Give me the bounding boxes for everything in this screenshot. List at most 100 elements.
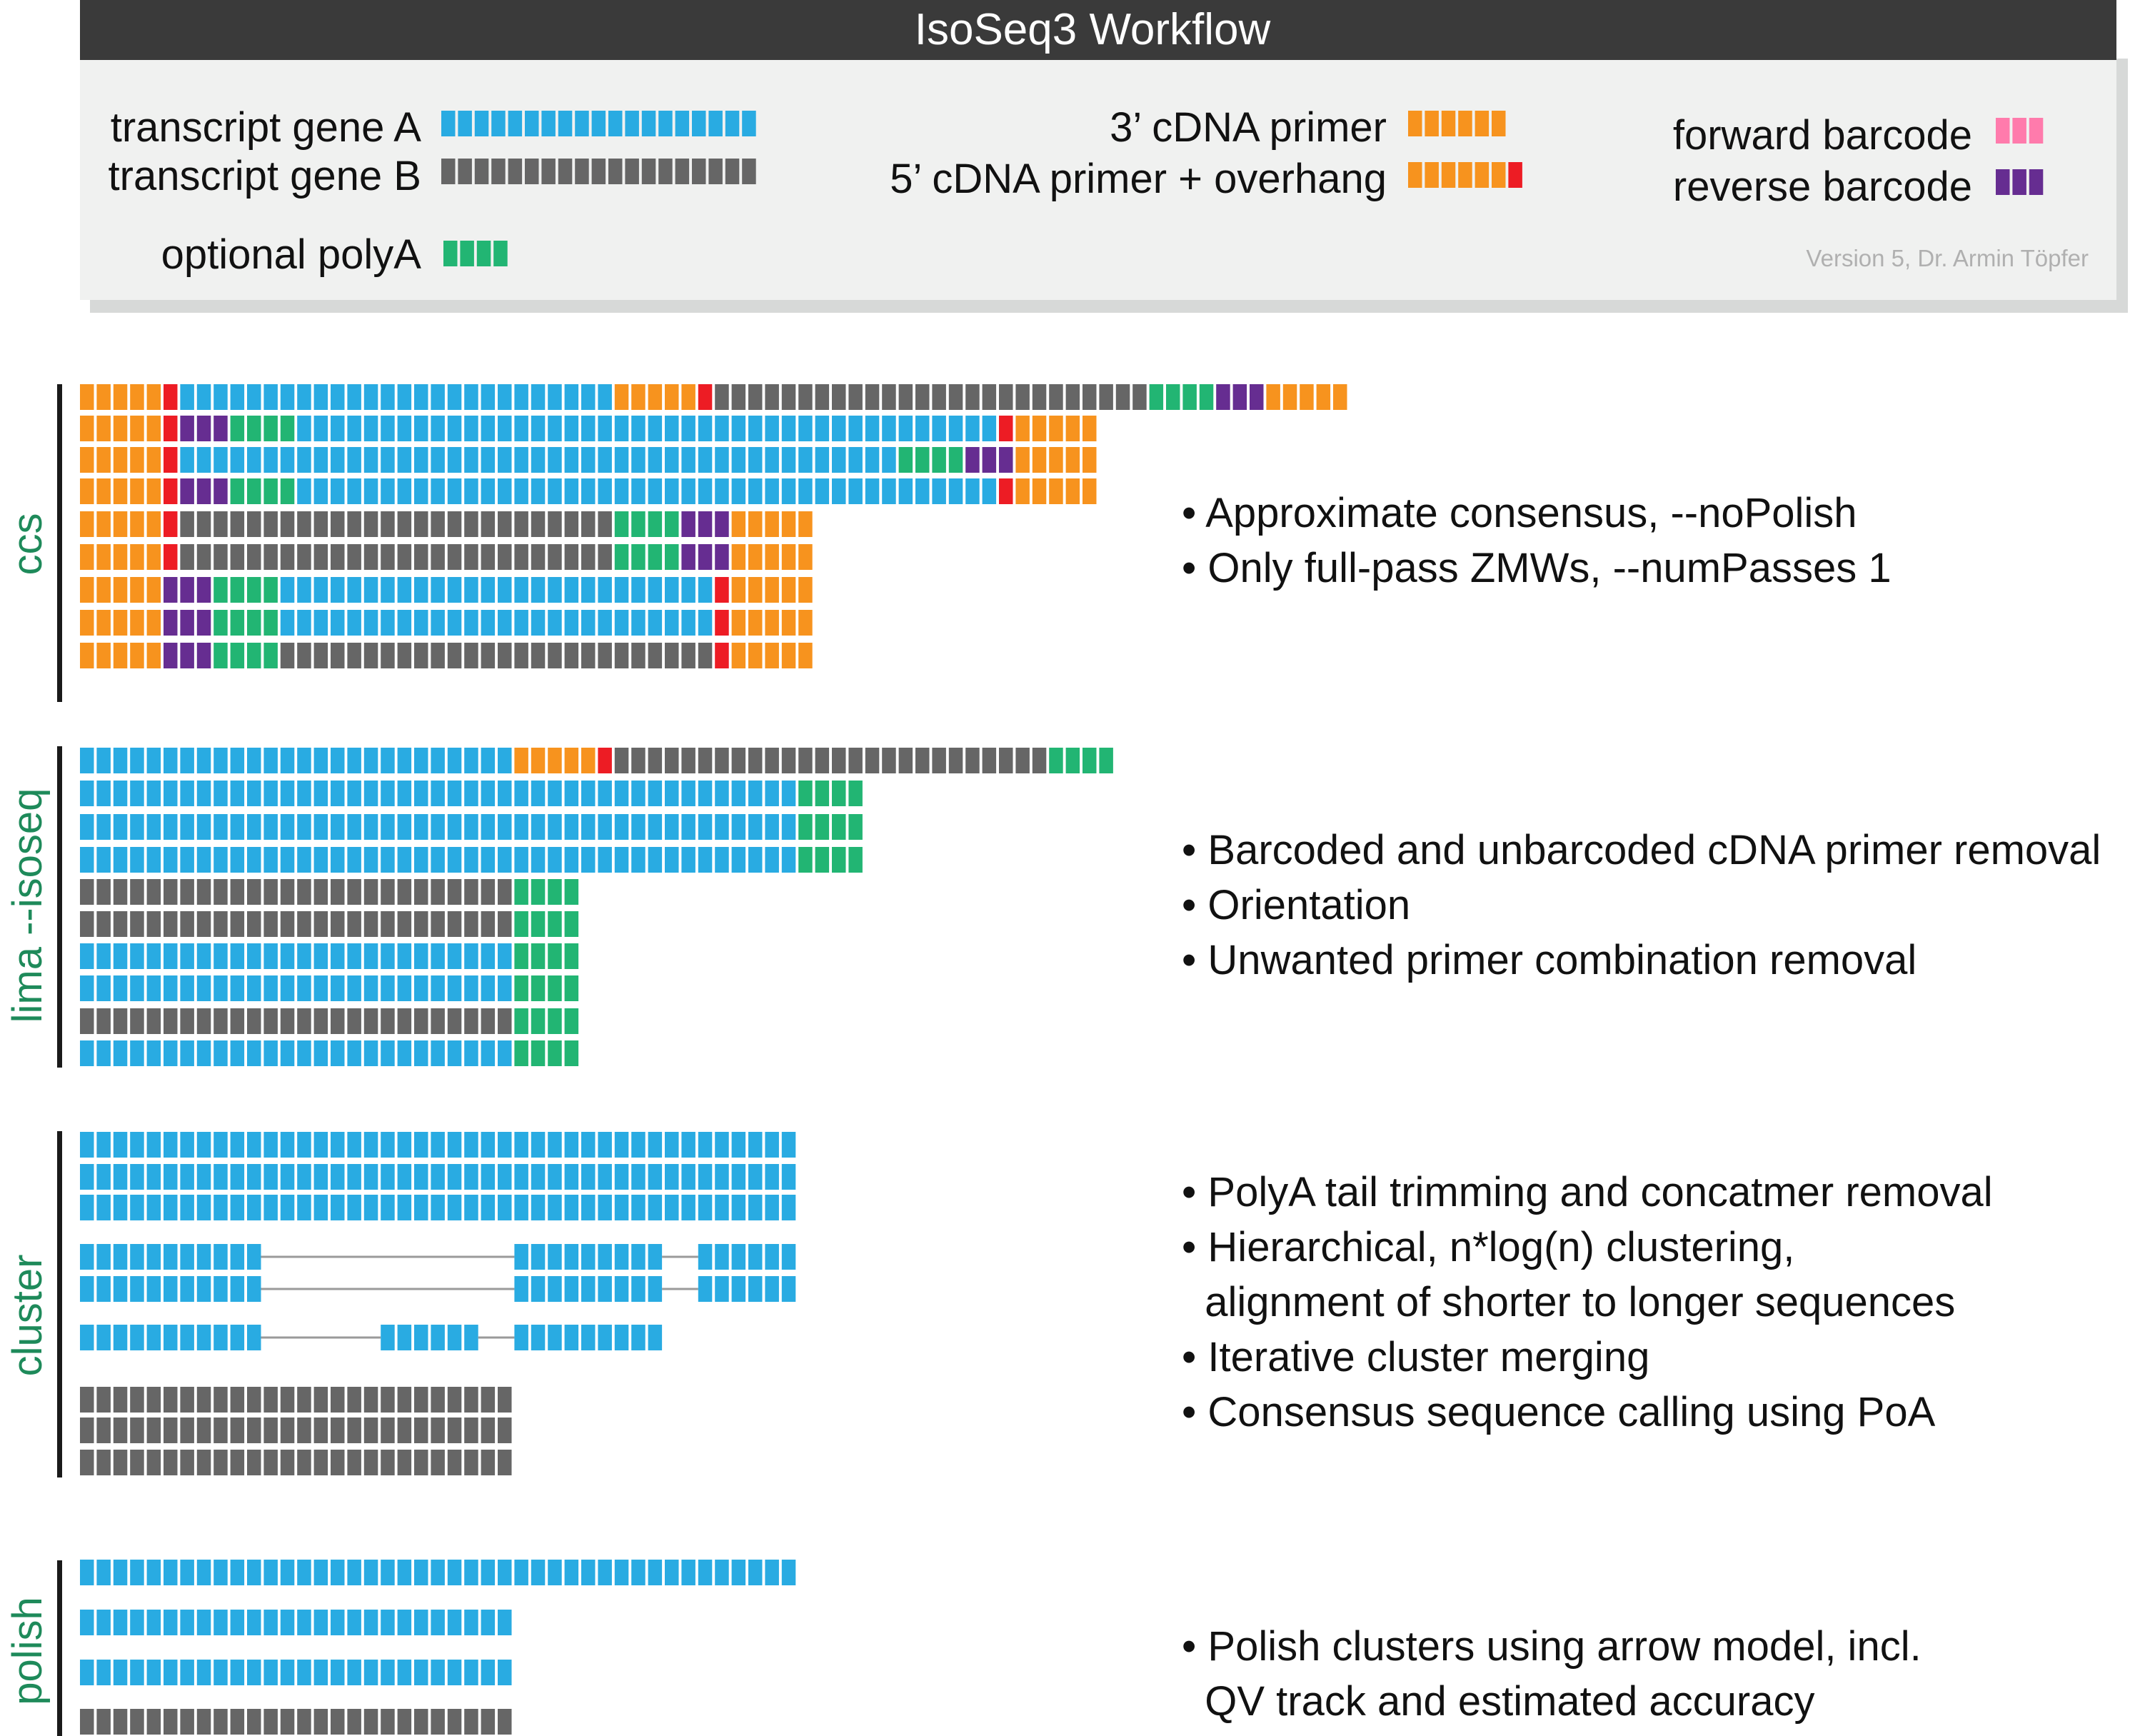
gene-a-block bbox=[648, 1132, 663, 1158]
gene-a-block bbox=[498, 1560, 512, 1585]
gene-a-block bbox=[464, 1325, 478, 1350]
gene-a-block bbox=[514, 1244, 528, 1270]
gene-a-block bbox=[363, 748, 378, 773]
gene-a-block bbox=[313, 610, 328, 636]
gene-a-block bbox=[698, 577, 713, 603]
polya-block bbox=[280, 416, 295, 441]
gene-a-block bbox=[982, 416, 997, 441]
gene-a-block bbox=[514, 1276, 528, 1302]
primer-block bbox=[146, 610, 161, 636]
gene-a-block bbox=[280, 577, 295, 603]
gene-a-block bbox=[414, 781, 428, 806]
gene-a-block bbox=[347, 416, 361, 441]
gene-b-block bbox=[113, 879, 128, 905]
gene-a-block bbox=[447, 1610, 462, 1635]
gene-a-block bbox=[331, 943, 345, 969]
gene-b-block bbox=[531, 643, 546, 668]
gene-a-block bbox=[815, 447, 830, 473]
gene-a-block bbox=[347, 1610, 361, 1635]
gene-a-block bbox=[247, 1132, 261, 1158]
gene-a-block bbox=[481, 577, 496, 603]
lima-bullet-3: • Unwanted primer combination removal bbox=[1182, 937, 1917, 983]
gene-a-block bbox=[80, 943, 94, 969]
gene-a-block bbox=[196, 814, 211, 840]
gene-a-block bbox=[130, 943, 144, 969]
stage-label-ccs: ccs bbox=[4, 513, 51, 576]
gene-a-block bbox=[414, 610, 428, 636]
gene-a-block bbox=[297, 1560, 311, 1585]
gene-a-block bbox=[748, 1244, 763, 1270]
gene-a-block bbox=[331, 814, 345, 840]
gene-a-block bbox=[414, 1660, 428, 1685]
gene-b-block bbox=[146, 1387, 161, 1413]
gene-a-block bbox=[431, 1195, 445, 1220]
gene-a-block bbox=[397, 1040, 412, 1066]
gene-a-block bbox=[230, 1195, 245, 1220]
gene-b-block bbox=[113, 911, 128, 937]
gene-a-block bbox=[397, 384, 412, 410]
gene-b-block bbox=[381, 1709, 395, 1735]
gene-a-block bbox=[214, 1610, 228, 1635]
polya-block bbox=[531, 1040, 546, 1066]
gene-b-block bbox=[280, 1450, 295, 1475]
gene-a-block bbox=[414, 384, 428, 410]
reverse-barcode-block bbox=[196, 416, 211, 441]
gene-a-block bbox=[514, 1560, 528, 1585]
gene-a-block bbox=[247, 781, 261, 806]
gene-a-block bbox=[832, 478, 846, 504]
gene-a-block bbox=[80, 1610, 94, 1635]
primer-block bbox=[80, 577, 94, 603]
gene-a-block bbox=[431, 1660, 445, 1685]
gene-a-block bbox=[80, 1132, 94, 1158]
reverse-barcode-block bbox=[2012, 169, 2026, 195]
cluster-bullet-3: • Iterative cluster merging bbox=[1182, 1334, 1649, 1380]
gene-a-block bbox=[397, 814, 412, 840]
gene-a-block bbox=[347, 1164, 361, 1190]
gene-a-block bbox=[247, 814, 261, 840]
gene-a-block bbox=[698, 416, 713, 441]
polya-block bbox=[564, 1040, 579, 1066]
gene-a-block bbox=[598, 814, 612, 840]
gene-a-block bbox=[765, 1244, 779, 1270]
gene-a-block bbox=[280, 847, 295, 873]
gene-a-block bbox=[531, 781, 546, 806]
gene-a-block bbox=[130, 847, 144, 873]
reverse-barcode-block bbox=[1232, 384, 1247, 410]
gene-b-block bbox=[1132, 384, 1147, 410]
gene-a-block bbox=[96, 1040, 111, 1066]
gene-a-block bbox=[548, 478, 562, 504]
gene-a-block bbox=[614, 478, 629, 504]
gene-a-block bbox=[113, 943, 128, 969]
gene-a-block bbox=[347, 577, 361, 603]
primer-block bbox=[1065, 478, 1080, 504]
primer-block bbox=[146, 511, 161, 537]
polya-block bbox=[548, 975, 562, 1001]
gene-a-block bbox=[280, 748, 295, 773]
gene-a-block bbox=[648, 610, 663, 636]
polya-block bbox=[848, 814, 863, 840]
gene-a-block bbox=[130, 748, 144, 773]
gene-a-block bbox=[331, 1660, 345, 1685]
gene-a-block bbox=[280, 1560, 295, 1585]
gene-b-block bbox=[196, 1418, 211, 1443]
gene-a-block bbox=[548, 847, 562, 873]
gene-b-block bbox=[464, 1709, 478, 1735]
gene-a-block bbox=[431, 847, 445, 873]
gene-a-block bbox=[363, 1040, 378, 1066]
legend-swatch-5prime-primer bbox=[1408, 162, 1522, 188]
primer-block bbox=[1441, 162, 1456, 188]
gene-b-block bbox=[164, 1709, 178, 1735]
gene-a-block bbox=[381, 577, 395, 603]
gene-a-block bbox=[164, 1132, 178, 1158]
gene-b-block bbox=[898, 384, 913, 410]
gene-b-block bbox=[113, 1008, 128, 1034]
gene-b-block bbox=[481, 1008, 496, 1034]
gene-a-block bbox=[598, 781, 612, 806]
gene-a-block bbox=[113, 1660, 128, 1685]
gene-a-block bbox=[648, 1195, 663, 1220]
gene-a-block bbox=[113, 1195, 128, 1220]
gene-a-block bbox=[196, 1164, 211, 1190]
gene-a-block bbox=[196, 1040, 211, 1066]
gene-a-block bbox=[313, 1195, 328, 1220]
